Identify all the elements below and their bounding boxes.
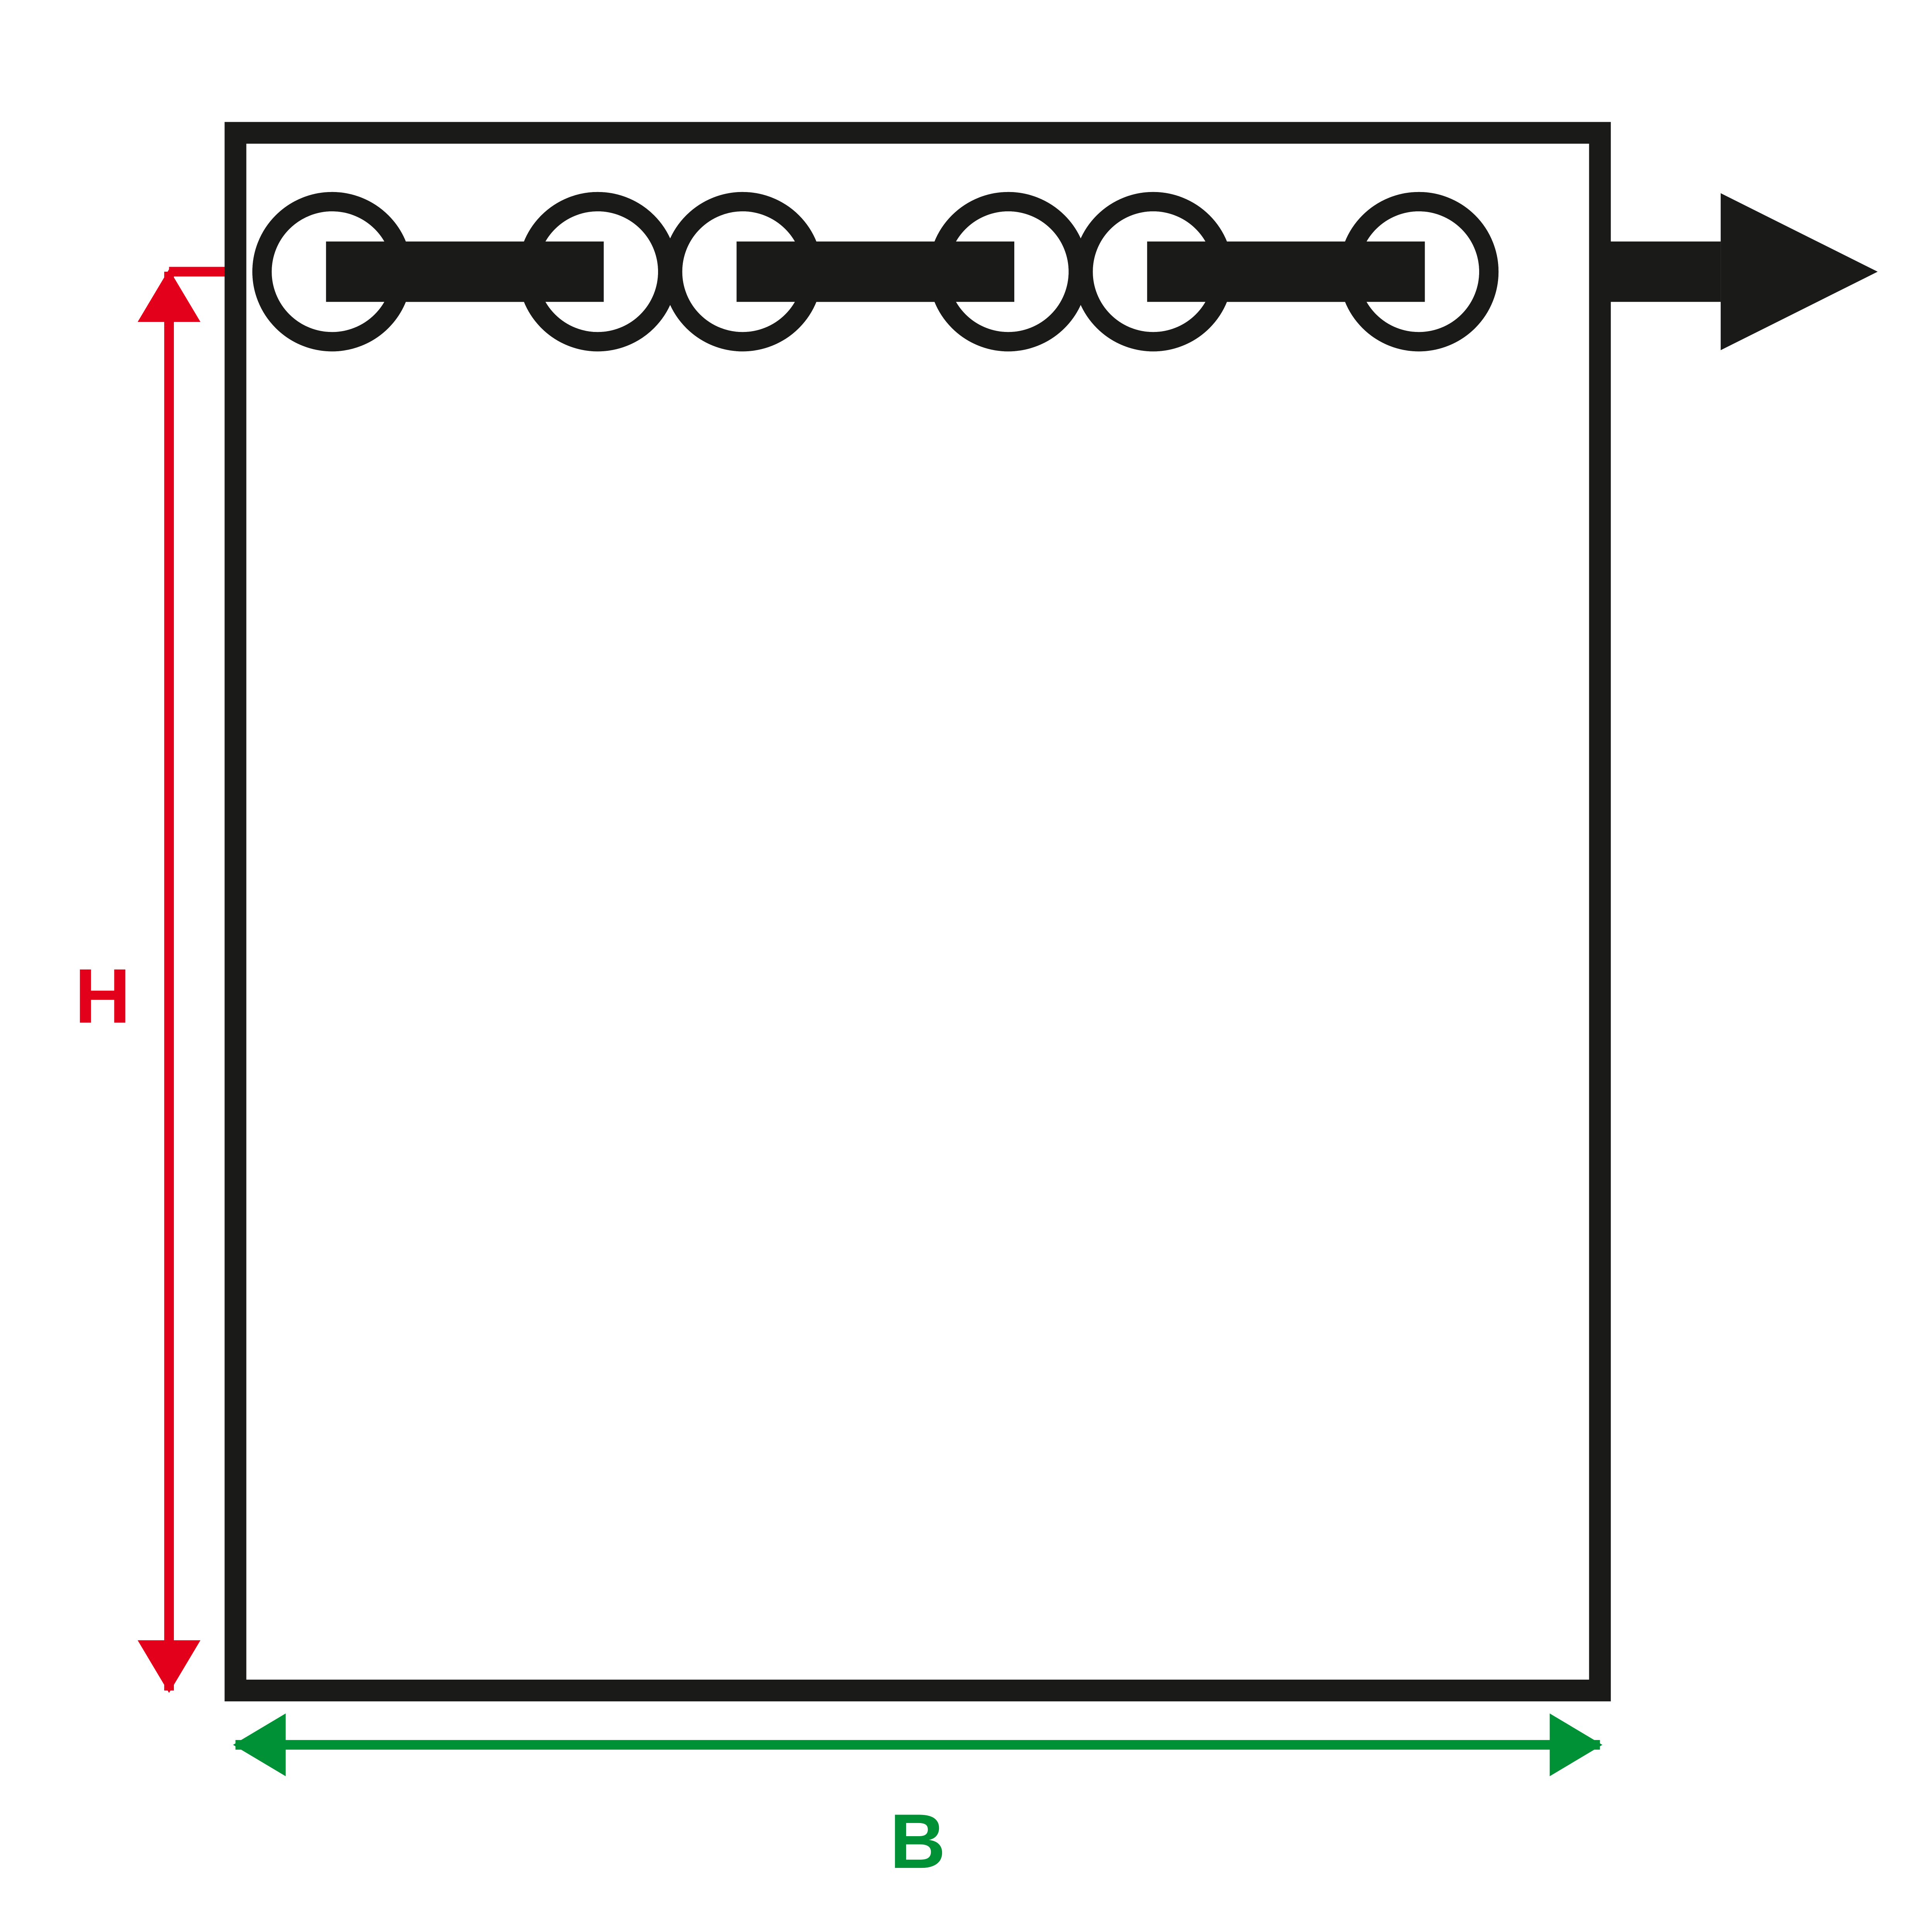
rod-segment-over-2	[1147, 242, 1425, 302]
dimension-width-label: B	[890, 1798, 946, 1884]
rod-segment-over-0	[326, 242, 604, 302]
curtain-panel	[235, 133, 1600, 1690]
dimension-height-label: H	[75, 953, 130, 1039]
rod-segment-over-1	[736, 242, 1014, 302]
rod-extension	[1594, 242, 1721, 302]
